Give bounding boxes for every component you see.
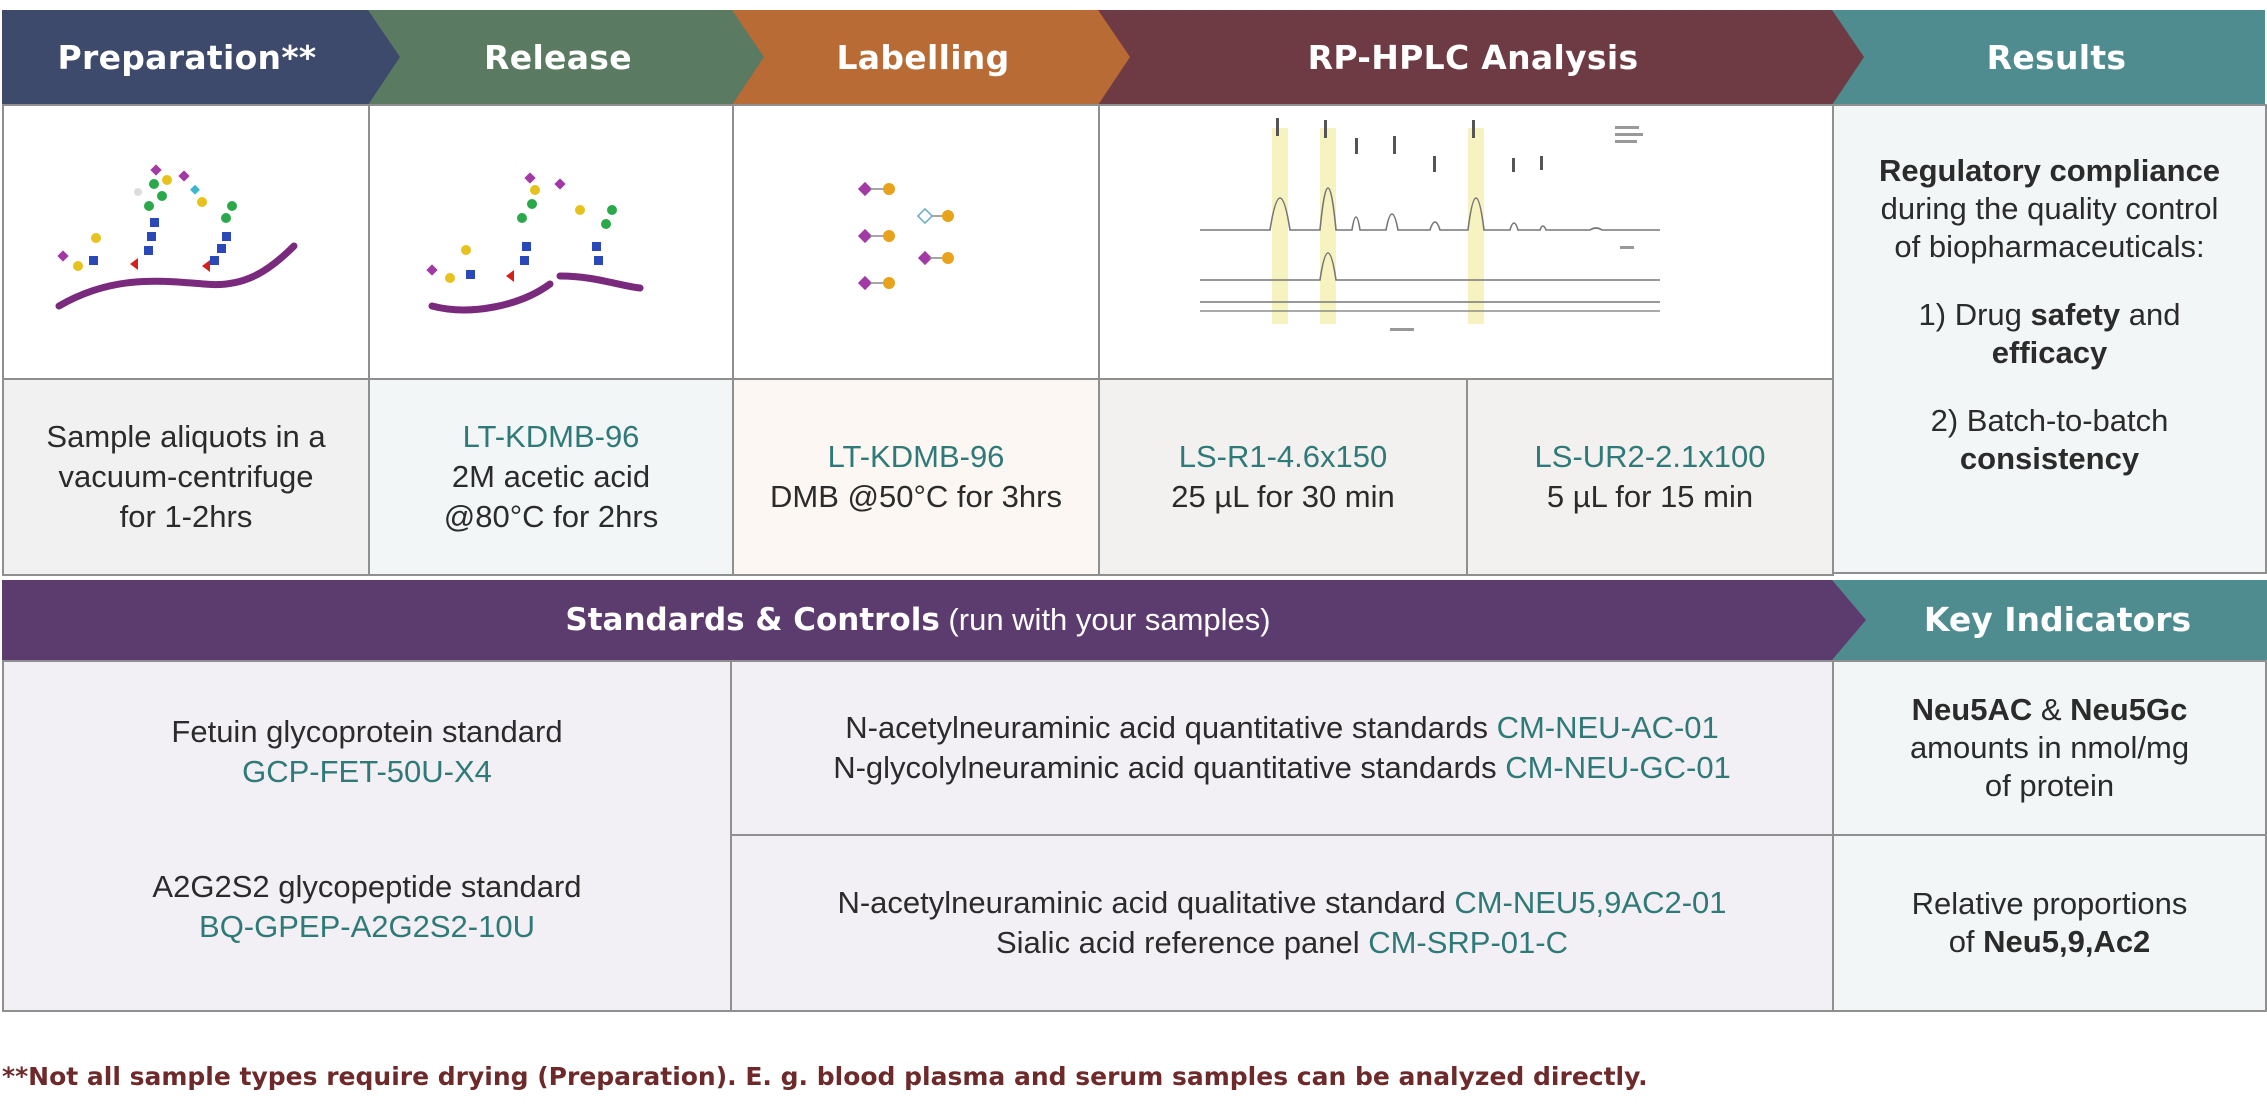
step-results-label: Results — [1986, 38, 2127, 77]
labelled-sialic-acid-icon — [857, 181, 954, 291]
labelling-detail: LT-KDMB-96 DMB @50°C for 3hrs — [732, 378, 1100, 576]
indicator-amounts-cell: Neu5AC & Neu5Gc amounts in nmol/mg of pr… — [1832, 660, 2267, 836]
qual1-code[interactable]: CM-NEU5,9AC2-01 — [1454, 885, 1727, 920]
preparation-detail: Sample aliquots in a vacuum-centrifuge f… — [2, 378, 370, 576]
results-item1-line2: efficacy — [1991, 335, 2108, 370]
release-detail: LT-KDMB-96 2M acetic acid @80°C for 2hrs — [368, 378, 734, 576]
fetuin-standard: Fetuin glycoprotein standard GCP-FET-50U… — [4, 712, 730, 792]
preparation-line2: vacuum-centrifuge — [58, 459, 314, 494]
standards-bar-label: Standards & Controls (run with your samp… — [565, 602, 1271, 638]
chevron-shape — [368, 10, 768, 105]
preparation-illustration-cell — [2, 104, 370, 380]
release-product-code[interactable]: LT-KDMB-96 — [462, 419, 640, 454]
key-indicators-header: Key Indicators — [1832, 580, 2267, 660]
release-line3: @80°C for 2hrs — [443, 499, 659, 534]
qual1-row: N-acetylneuraminic acid qualitative stan… — [837, 885, 1727, 920]
quant2-row: N-glycolylneuraminic acid quantitative s… — [833, 750, 1731, 785]
chevron-shape — [732, 10, 1134, 105]
release-illustration-cell — [368, 104, 734, 380]
glycoprotein-icon — [55, 164, 298, 310]
qualitative-standards-cell: N-acetylneuraminic acid qualitative stan… — [730, 834, 1834, 1012]
chromatogram-cell — [1098, 104, 1834, 380]
key-indicators-label: Key Indicators — [1923, 600, 2192, 639]
results-heading-bold: Regulatory compliance — [1878, 153, 2221, 188]
step-labelling-header: Labelling — [732, 10, 1134, 105]
key-indicators-shape — [1832, 580, 2267, 660]
qual2-code[interactable]: CM-SRP-01-C — [1368, 925, 1568, 960]
a2g2s2-code[interactable]: BQ-GPEP-A2G2S2-10U — [199, 909, 535, 944]
glycoprotein-standards-cell: Fetuin glycoprotein standard GCP-FET-50U… — [2, 660, 732, 1012]
qual2-row: Sialic acid reference panel CM-SRP-01-C — [995, 925, 1568, 960]
indicator1-line1: Neu5AC & Neu5Gc — [1911, 692, 2188, 727]
preparation-line3: for 1-2hrs — [119, 499, 253, 534]
labelling-line2: DMB @50°C for 3hrs — [770, 479, 1062, 514]
indicator2-line1: Relative proportions — [1911, 886, 2188, 921]
chevron-shape — [1832, 10, 2265, 105]
quantitative-standards-cell: N-acetylneuraminic acid quantitative sta… — [730, 660, 1834, 836]
fetuin-code[interactable]: GCP-FET-50U-X4 — [242, 754, 492, 789]
step-rphplc-header: RP-HPLC Analysis — [1098, 10, 1868, 105]
labelling-product-code[interactable]: LT-KDMB-96 — [827, 439, 1005, 474]
quant1-row: N-acetylneuraminic acid quantitative sta… — [845, 710, 1719, 745]
a2g2s2-label: A2G2S2 glycopeptide standard — [152, 869, 582, 904]
quant1-code[interactable]: CM-NEU-AC-01 — [1496, 710, 1719, 745]
chromatogram-icon — [1200, 118, 1660, 331]
results-text: Regulatory compliance during the quality… — [1834, 152, 2265, 478]
results-cell: Regulatory compliance during the quality… — [1832, 104, 2267, 574]
indicator1-line3: of protein — [1984, 768, 2115, 803]
indicator2-line2: of Neu5,9,Ac2 — [1948, 924, 2151, 959]
rphplc-b-line2: 5 µL for 15 min — [1546, 479, 1754, 514]
a2g2s2-standard: A2G2S2 glycopeptide standard BQ-GPEP-A2G… — [4, 867, 730, 947]
rphplc-column-code-b[interactable]: LS-UR2-2.1x100 — [1534, 439, 1766, 474]
step-release-label: Release — [484, 38, 632, 77]
rphplc-detail-a: LS-R1-4.6x150 25 µL for 30 min — [1098, 378, 1468, 576]
released-glycan-icon — [426, 172, 644, 314]
step-release-header: Release — [368, 10, 768, 105]
footnote: **Not all sample types require drying (P… — [2, 1062, 1648, 1091]
fetuin-label: Fetuin glycoprotein standard — [171, 714, 563, 749]
standards-controls-bar: Standards & Controls (run with your samp… — [2, 580, 1868, 660]
indicator-proportions-cell: Relative proportions of Neu5,9,Ac2 — [1832, 834, 2267, 1012]
standards-bar-shape — [2, 580, 1868, 660]
results-heading-line3: of biopharmaceuticals: — [1894, 229, 2205, 264]
step-results-header: Results — [1832, 10, 2265, 105]
rphplc-a-line2: 25 µL for 30 min — [1171, 479, 1395, 514]
results-heading: Regulatory compliance — [1879, 152, 2220, 190]
step-preparation-header: Preparation** — [2, 10, 404, 105]
labelling-illustration-cell — [732, 104, 1100, 380]
results-heading-line2: during the quality control — [1880, 191, 2219, 226]
chevron-shape — [1098, 10, 1868, 105]
chevron-shape — [2, 10, 404, 105]
rphplc-detail-b: LS-UR2-2.1x100 5 µL for 15 min — [1466, 378, 1834, 576]
step-preparation-label: Preparation** — [57, 38, 317, 77]
quant2-code[interactable]: CM-NEU-GC-01 — [1505, 750, 1731, 785]
step-labelling-label: Labelling — [836, 38, 1010, 77]
results-item1: 1) Drug safety and — [1918, 297, 2181, 332]
results-item2-line2: consistency — [1959, 441, 2140, 476]
rphplc-column-code-a[interactable]: LS-R1-4.6x150 — [1178, 439, 1388, 474]
step-rphplc-label: RP-HPLC Analysis — [1307, 38, 1639, 77]
results-item2: 2) Batch-to-batch — [1930, 403, 2169, 438]
indicator1-line2: amounts in nmol/mg — [1909, 730, 2190, 765]
release-line2: 2M acetic acid — [451, 459, 651, 494]
preparation-line1: Sample aliquots in a — [46, 419, 326, 454]
